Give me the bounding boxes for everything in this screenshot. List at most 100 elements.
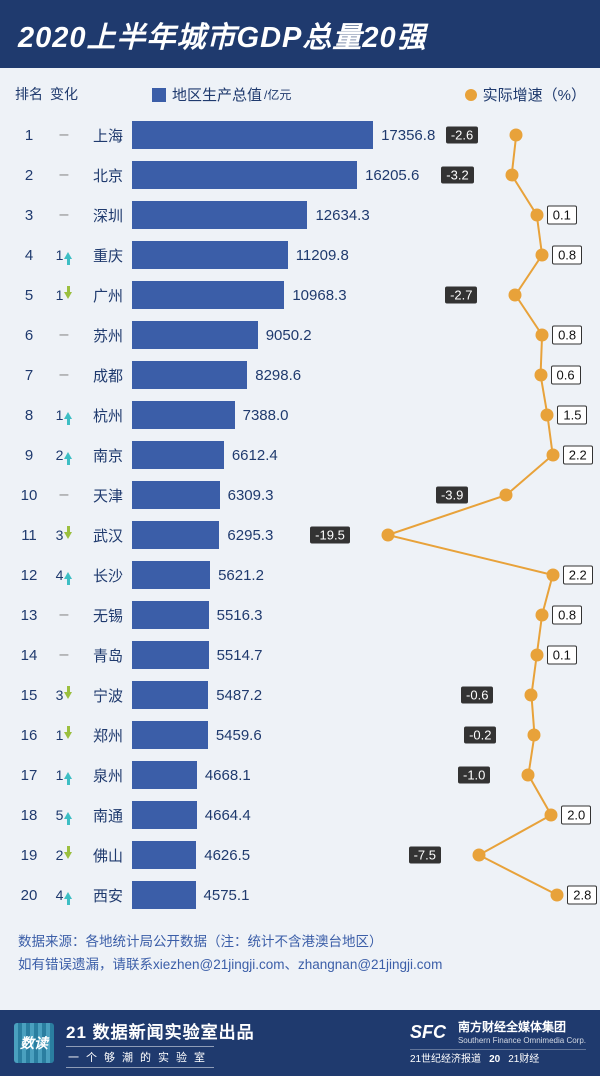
footer-r1: 南方财经全媒体集团 [458,1019,586,1036]
city-cell: 成都 [84,365,132,386]
change-cell: – [44,366,84,384]
gdp-bar [132,161,357,189]
gdp-bar [132,401,235,429]
table-row: 92南京6612.4 [14,435,586,475]
header-change: 变化 [44,87,84,102]
change-cell: 2 [44,447,84,463]
city-cell: 广州 [84,285,132,306]
gdp-bar [132,881,196,909]
bar-wrap: 4575.1 [132,881,586,909]
legend-row: 排名 变化 地区生产总值 /亿元 实际增速（%） [14,84,586,105]
bar-wrap: 5516.3 [132,601,586,629]
change-cell: 3 [44,527,84,543]
rank-cell: 11 [14,527,44,544]
table-row: 3–深圳12634.3 [14,195,586,235]
change-cell: – [44,206,84,224]
rank-cell: 1 [14,127,44,144]
gdp-bar [132,201,307,229]
bar-wrap: 17356.8 [132,121,586,149]
rank-cell: 15 [14,687,44,704]
bar-wrap: 6309.3 [132,481,586,509]
gdp-bar [132,441,224,469]
rank-cell: 20 [14,887,44,904]
rank-cell: 17 [14,767,44,784]
gdp-bar [132,481,220,509]
arrow-up-icon [64,572,72,579]
dash-icon: – [60,206,69,224]
bar-swatch-icon [152,88,166,102]
dash-icon: – [60,486,69,504]
gdp-value: 17356.8 [381,127,435,144]
bar-wrap: 6612.4 [132,441,586,469]
brand-sub: 一个够潮的实验室 [66,1046,214,1068]
bar-wrap: 9050.2 [132,321,586,349]
bar-wrap: 5514.7 [132,641,586,669]
change-cell: 4 [44,567,84,583]
header-city [84,87,132,102]
change-cell: 1 [44,407,84,423]
table-row: 124长沙5621.2 [14,555,586,595]
table-row: 185南通4664.4 [14,795,586,835]
gdp-bar [132,681,208,709]
rank-cell: 18 [14,807,44,824]
bar-wrap: 12634.3 [132,201,586,229]
arrow-down-icon [64,732,72,739]
city-cell: 天津 [84,485,132,506]
arrow-down-icon [64,532,72,539]
gdp-value: 5516.3 [217,607,263,624]
gdp-bar [132,841,196,869]
legend-bar-label: 地区生产总值 [172,84,262,105]
dash-icon: – [60,606,69,624]
bar-wrap: 4664.4 [132,801,586,829]
rank-cell: 10 [14,487,44,504]
gdp-value: 4664.4 [205,807,251,824]
change-cell: – [44,126,84,144]
gdp-value: 6612.4 [232,447,278,464]
source-block: 数据来源：各地统计局公开数据（注：统计不含港澳台地区） 如有错误遗漏，请联系xi… [0,923,600,983]
rank-cell: 12 [14,567,44,584]
gdp-value: 6309.3 [228,487,274,504]
arrow-down-icon [64,292,72,299]
gdp-value: 16205.6 [365,167,419,184]
gdp-value: 8298.6 [255,367,301,384]
bar-wrap: 6295.3 [132,521,586,549]
rank-cell: 16 [14,727,44,744]
brand-main: 21 数据新闻实验室出品 [66,1018,255,1043]
dot-swatch-icon [465,89,477,101]
gdp-bar [132,281,284,309]
dash-icon: – [60,326,69,344]
footer-r1-en: Southern Finance Omnimedia Corp. [458,1035,586,1046]
change-cell: 3 [44,687,84,703]
change-cell: 4 [44,887,84,903]
gdp-bar [132,361,247,389]
gdp-value: 10968.3 [292,287,346,304]
bar-wrap: 11209.8 [132,241,586,269]
rank-cell: 3 [14,207,44,224]
city-cell: 无锡 [84,605,132,626]
gdp-bar [132,641,209,669]
city-cell: 泉州 [84,765,132,786]
gdp-bar [132,721,208,749]
bar-wrap: 5621.2 [132,561,586,589]
rank-cell: 5 [14,287,44,304]
change-cell: – [44,326,84,344]
gdp-bar [132,241,288,269]
header-rank: 排名 [14,87,44,102]
gdp-bar [132,321,258,349]
dash-icon: – [60,166,69,184]
bar-wrap: 5487.2 [132,681,586,709]
bar-wrap: 8298.6 [132,361,586,389]
sfc-logo: SFC [410,1020,446,1045]
legend-bar-unit: /亿元 [264,86,291,103]
table-row: 161郑州5459.6 [14,715,586,755]
table-row: 14–青岛5514.7 [14,635,586,675]
city-cell: 武汉 [84,525,132,546]
city-cell: 北京 [84,165,132,186]
footer-right: SFC 南方财经全媒体集团 Southern Finance Omnimedia… [410,1019,586,1068]
bar-wrap: 16205.6 [132,161,586,189]
bar-wrap: 5459.6 [132,721,586,749]
city-cell: 深圳 [84,205,132,226]
bar-wrap: 4626.5 [132,841,586,869]
table-row: 204西安4575.1 [14,875,586,915]
table-row: 10–天津 6309.3 [14,475,586,515]
